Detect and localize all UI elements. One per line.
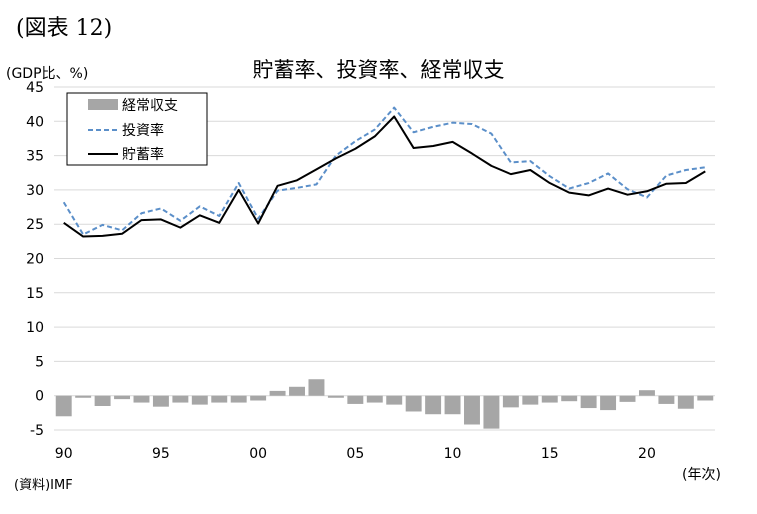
current-account-bar xyxy=(230,395,247,403)
chart-title: 貯蓄率、投資率、経常収支 xyxy=(252,58,505,82)
current-account-bar xyxy=(250,395,267,401)
investment-rate-line xyxy=(62,106,706,236)
current-account-bar xyxy=(114,395,131,400)
current-account-bar xyxy=(94,395,111,406)
x-unit-label: (年次) xyxy=(682,467,721,483)
current-account-bar xyxy=(580,395,597,409)
saving-rate-line xyxy=(63,115,706,238)
current-account-bar xyxy=(522,395,539,405)
current-account-bar xyxy=(269,390,286,396)
current-account-bar xyxy=(677,395,694,409)
current-account-bar xyxy=(561,395,578,402)
current-account-bar xyxy=(191,395,208,405)
current-account-bar xyxy=(75,395,92,398)
current-account-bar xyxy=(308,379,325,396)
x-tick-label: 10 xyxy=(444,446,462,462)
y-tick-label: 5 xyxy=(35,354,44,370)
current-account-bar xyxy=(347,395,364,404)
legend-label: 貯蓄率 xyxy=(122,146,164,163)
y-tick-label: 25 xyxy=(26,217,44,233)
x-tick-label: 00 xyxy=(249,446,267,462)
y-tick-label: 20 xyxy=(26,252,44,268)
current-account-bar xyxy=(425,395,442,415)
current-account-bar xyxy=(619,395,636,402)
current-account-bar xyxy=(600,395,617,411)
current-account-bar xyxy=(152,395,169,407)
current-account-bar xyxy=(366,395,383,403)
current-account-bars xyxy=(55,379,714,429)
y-unit-label: (GDP比、%) xyxy=(6,66,89,82)
y-tick-label: 45 xyxy=(26,80,44,96)
current-account-bar xyxy=(483,395,500,429)
y-tick-label: -5 xyxy=(30,423,44,439)
y-tick-label: 40 xyxy=(26,114,44,130)
figure-label: (図表 12) xyxy=(16,16,113,41)
x-tick-label: 90 xyxy=(55,446,73,462)
current-account-bar xyxy=(541,395,558,403)
legend-label: 経常収支 xyxy=(122,98,178,114)
y-tick-label: 15 xyxy=(26,286,44,302)
current-account-bar xyxy=(638,390,655,396)
y-tick-label: 35 xyxy=(26,149,44,165)
current-account-bar xyxy=(289,386,305,396)
x-tick-label: 05 xyxy=(346,446,364,462)
source-label: (資料)IMF xyxy=(14,478,73,493)
x-tick-label: 15 xyxy=(541,446,559,462)
current-account-bar xyxy=(658,395,675,404)
current-account-bar xyxy=(405,395,422,412)
current-account-bar xyxy=(133,395,150,403)
current-account-bar xyxy=(697,395,714,401)
x-tick-label: 20 xyxy=(638,446,656,462)
legend-swatch-current-account xyxy=(88,99,118,110)
current-account-bar xyxy=(464,395,480,425)
y-tick-label: 30 xyxy=(26,183,44,199)
series-lines xyxy=(62,106,706,238)
current-account-bar xyxy=(327,395,344,398)
current-account-bar xyxy=(444,395,461,415)
current-account-bar xyxy=(386,395,403,405)
current-account-bar xyxy=(211,395,228,403)
y-tick-label: 10 xyxy=(26,320,44,336)
current-account-bar xyxy=(172,395,189,403)
current-account-bar xyxy=(502,395,519,408)
x-tick-label: 95 xyxy=(152,446,170,462)
legend-label: 投資率 xyxy=(122,122,164,139)
y-tick-label: 0 xyxy=(35,389,44,405)
current-account-bar xyxy=(55,395,72,417)
